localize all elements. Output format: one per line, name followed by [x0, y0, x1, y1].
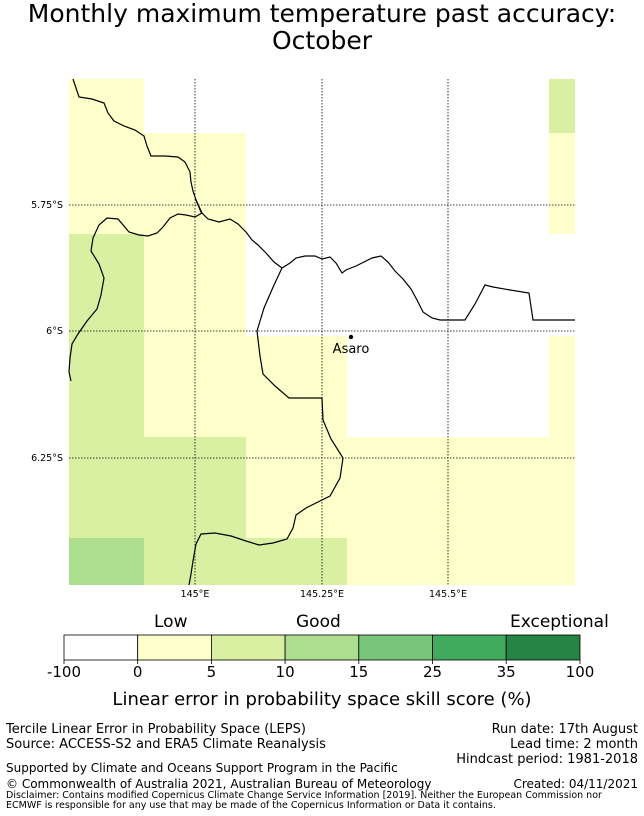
- colorbar-segment: [432, 634, 507, 661]
- grid-cell: [246, 437, 575, 538]
- colorbar-tick-label: -100: [46, 663, 82, 681]
- grid-cell: [144, 538, 347, 585]
- colorbar-tick-label: 35: [496, 663, 516, 681]
- footer-source: Source: ACCESS-S2 and ERA5 Climate Reana…: [6, 737, 326, 752]
- grid-cell: [246, 336, 347, 437]
- x-tick-labels: 145°E 145.25°E 145.5°E: [181, 589, 467, 600]
- footer-copyright: © Commonwealth of Australia 2021, Austra…: [6, 777, 432, 791]
- colorbar-tick-label: 100: [565, 663, 595, 681]
- place-label: Asaro: [333, 342, 370, 357]
- footer-method: Tercile Linear Error in Probability Spac…: [6, 722, 306, 737]
- colorbar-segment: [210, 634, 286, 661]
- title-line-2: October: [271, 26, 373, 55]
- chart-title: Monthly maximum temperature past accurac…: [0, 0, 644, 54]
- colorbar-segment: [63, 634, 139, 661]
- colorbar-segment: [505, 634, 581, 661]
- footer-support: Supported by Climate and Oceans Support …: [6, 761, 398, 775]
- footer-created: Created: 04/11/2021: [513, 777, 638, 791]
- grid-cell: [69, 234, 144, 437]
- colorbar-segment: [358, 634, 433, 661]
- grid-cell: [69, 538, 144, 585]
- district-border-centre: [188, 267, 344, 586]
- grid-cell: [69, 437, 144, 538]
- colorbar-tick-label: 25: [422, 663, 443, 681]
- colorbar-tick-label: 10: [275, 663, 295, 681]
- footer-run-date: Run date: 17th August: [491, 722, 638, 737]
- colorbar-segment: [284, 634, 360, 661]
- x-tick-label: 145.25°E: [300, 589, 344, 600]
- province-border-south: [68, 199, 203, 382]
- colorbar-category-low: Low: [154, 612, 188, 632]
- grid-cell: [549, 133, 575, 234]
- grid-cell: [549, 336, 575, 437]
- colorbar-title: Linear error in probability space skill …: [112, 689, 532, 710]
- title-line-1: Monthly maximum temperature past accurac…: [27, 0, 617, 28]
- y-tick-label: 5.75°S: [31, 200, 63, 211]
- colorbar-category-exceptional: Exceptional: [510, 612, 609, 632]
- grid-cell: [69, 79, 144, 133]
- colorbar-tick-label: 0: [132, 663, 143, 681]
- y-tick-label: 6°S: [46, 326, 63, 337]
- asaro-marker: [348, 334, 354, 340]
- x-tick-label: 145°E: [181, 589, 210, 600]
- colorbar: [63, 634, 581, 664]
- y-tick-labels: 5.75°S 6°S 6.25°S: [31, 200, 63, 464]
- footer-disclaimer: Disclaimer: Contains modified Copernicus…: [6, 790, 602, 811]
- colorbar-category-good: Good: [296, 612, 341, 632]
- grid-cell: [347, 538, 575, 585]
- gridlines: [69, 79, 575, 585]
- colorbar-segment: [137, 634, 212, 661]
- footer-hindcast: Hindcast period: 1981-2018: [456, 752, 638, 767]
- colorbar-tick-label: 5: [206, 663, 217, 681]
- x-tick-label: 145.5°E: [429, 589, 467, 600]
- footer-lead-time: Lead time: 2 month: [510, 737, 638, 752]
- province-border-west: [72, 78, 575, 321]
- colorbar-tick-label: 15: [349, 663, 369, 681]
- coastline-borders: [68, 78, 575, 586]
- place-marker: Asaro: [333, 334, 370, 357]
- grid-cell: [549, 79, 575, 133]
- y-tick-label: 6.25°S: [31, 453, 63, 464]
- grid-cell: [69, 133, 144, 234]
